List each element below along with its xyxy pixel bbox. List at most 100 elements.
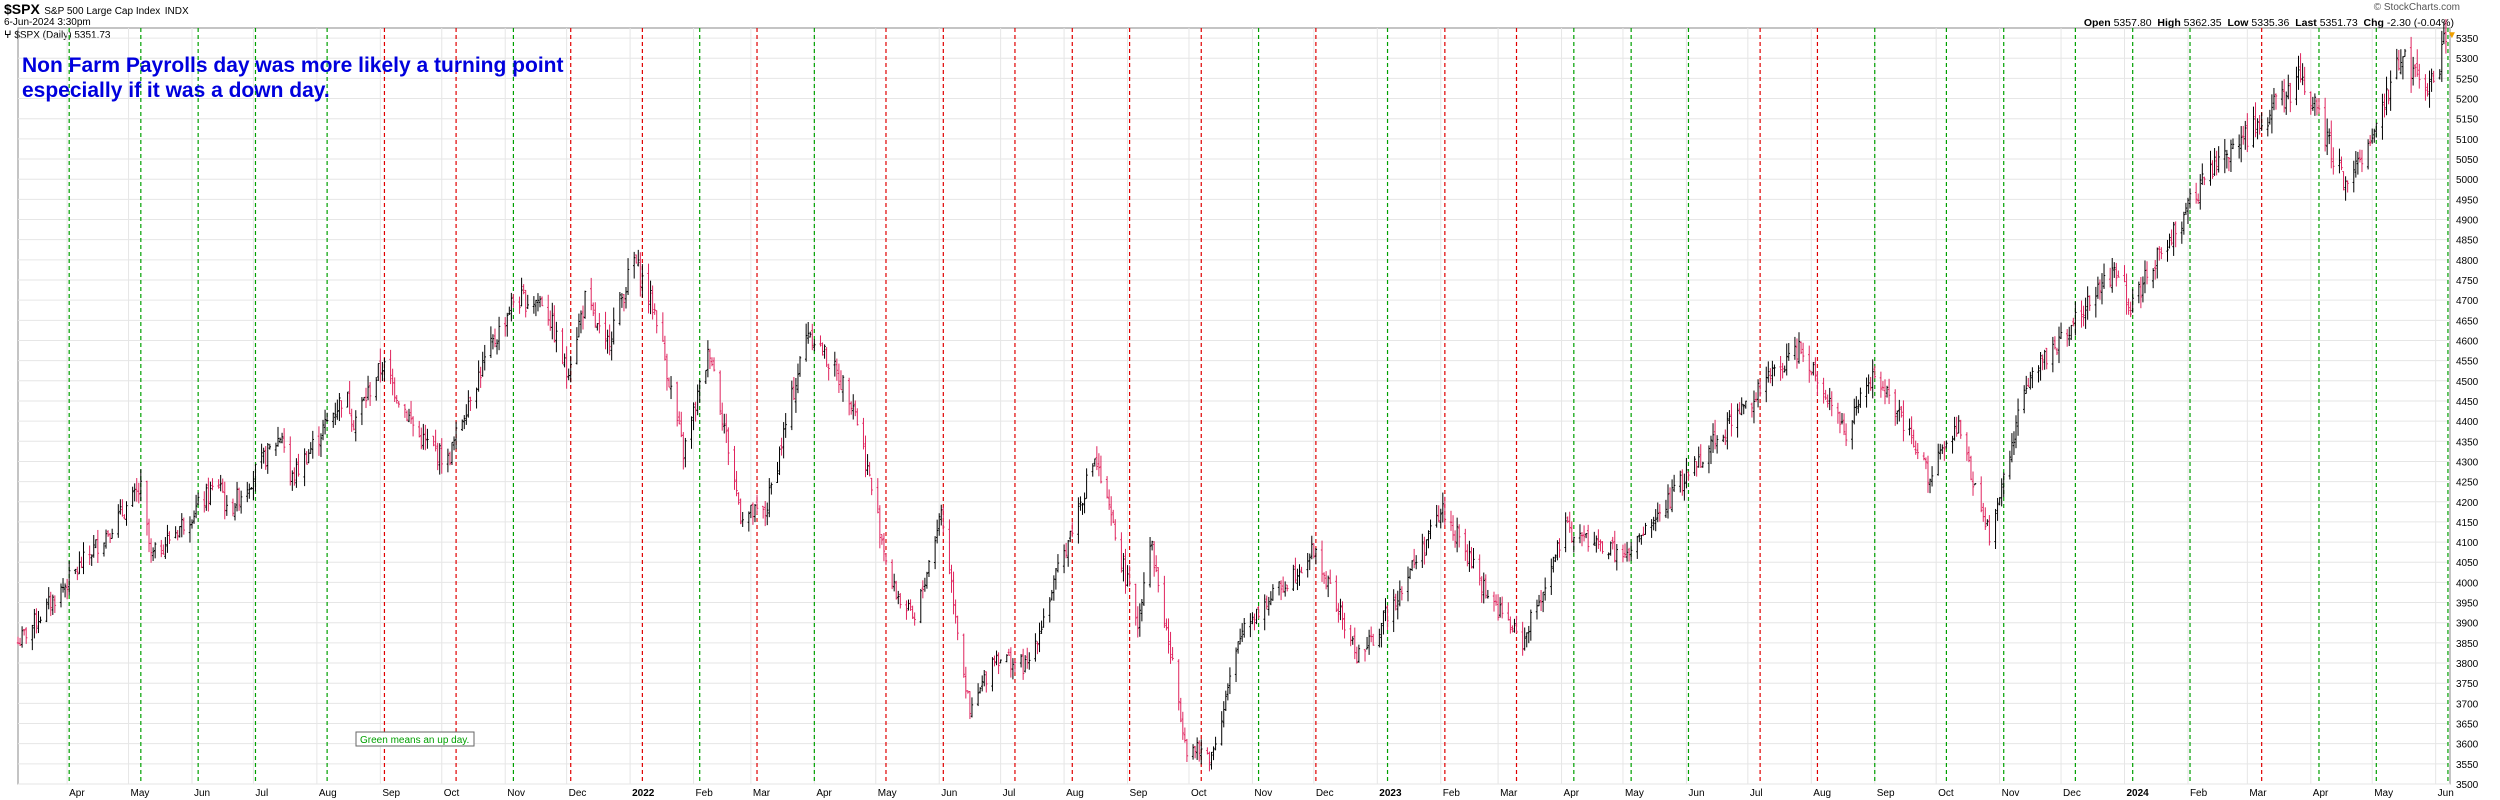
ohlc-bar [2344,176,2347,201]
ohlc-bar [1937,443,1940,476]
ohlc-bar [1169,631,1172,664]
ohlc-bar [2158,246,2161,261]
ohlc-bar [121,499,124,517]
ohlc-bar [1611,536,1614,550]
ohlc-bar [837,363,841,393]
ohlc-bar [276,426,280,447]
ohlc-bar [2186,197,2190,225]
ohlc-bar [1007,648,1011,656]
ohlc-bar [1785,343,1788,376]
ohlc-bar [651,285,654,320]
ohlc-bar [1511,625,1514,633]
x-tick-label: Nov [1254,788,1272,799]
y-tick-label: 5000 [2456,175,2479,186]
ohlc-bar [489,326,493,358]
ohlc-bar [1155,555,1158,573]
ohlc-bar [1564,512,1567,553]
ohlc-bar [878,505,882,549]
ohlc-bar [1114,519,1117,541]
ohlc-bar [1515,615,1518,633]
ohlc-bar [620,293,624,308]
ohlc-bar [1482,572,1485,604]
ohlc-bar [1752,390,1756,424]
symbol-name: S&P 500 Large Cap Index [44,6,161,17]
ohlc-bar [790,380,794,431]
ohlc-bar [1871,359,1874,399]
ohlc-bar [1638,533,1641,543]
ohlc-bar [104,529,108,549]
ohlc-bar [2039,351,2042,381]
ohlc-bar [434,429,437,452]
ohlc-bar [1453,530,1457,548]
ohlc-bar [1685,457,1688,489]
ohlc-bar [2354,151,2358,178]
low-value: 5335.36 [2251,17,2290,29]
ohlc-bar [1701,461,1704,468]
ohlc-bar [102,542,106,557]
ohlc-bar [1300,566,1303,574]
ohlc-bar [317,426,321,456]
ohlc-bar [927,559,931,578]
ohlc-bar [606,329,609,354]
ohlc-bar [506,312,509,337]
y-tick-label: 4900 [2456,216,2479,227]
ohlc-bar [540,296,544,307]
ohlc-bar [389,349,392,385]
ohlc-bar [250,487,253,490]
ohlc-bar [1808,345,1811,383]
ohlc-bar [827,363,830,381]
ohlc-bar [2022,385,2026,414]
ohlc-bar [2285,91,2288,115]
ohlc-bar [1408,568,1412,580]
ohlc-bar [1625,541,1629,562]
ohlc-bar [1855,396,1858,416]
ohlc-bar [1986,519,1989,527]
ohlc-bar [1281,576,1285,593]
ohlc-bar [1296,568,1299,591]
ohlc-bar [1853,398,1856,425]
ohlc-bar [2223,138,2227,174]
ohlc-bar [350,408,353,432]
ohlc-bar [2332,147,2335,175]
ohlc-bar [1965,432,1969,461]
ohlc-bar [512,293,515,308]
ohlc-bar [596,323,599,331]
ohlc-bar [1951,435,1954,454]
ohlc-bar [1697,446,1700,468]
ohlc-bar [2145,261,2149,285]
ohlc-bar [1783,365,1786,373]
ohlc-bar [1957,415,1960,434]
ohlc-bar [735,470,738,497]
ohlc-bar [727,427,730,466]
y-tick-label: 5100 [2456,135,2479,146]
ohlc-bar [395,395,398,404]
ohlc-bar [420,427,423,450]
ohlc-bar [354,410,357,442]
ohlc-bar [280,432,284,444]
ohlc-bar [438,443,441,475]
ohlc-bar [145,480,149,536]
ohlc-bar [966,690,970,694]
ohlc-bar [2330,120,2333,169]
ohlc-bar [461,419,464,431]
ohlc-bar [123,514,126,520]
ohlc-bar [925,571,929,589]
ohlc-bar [2442,21,2446,45]
ohlc-bar [1085,468,1088,499]
ohlc-bar [166,524,169,553]
ohlc-bar [182,517,186,535]
ohlc-bar [2395,48,2398,80]
ohlc-bar [119,499,122,515]
note-text: Green means an up day. [360,735,469,746]
y-tick-label: 4650 [2456,316,2479,327]
ohlc-bar [2170,229,2173,246]
ohlc-bar [1292,564,1295,592]
ohlc-bar [1924,457,1928,470]
ohlc-bar [1195,737,1199,760]
x-tick-label: Nov [2002,788,2020,799]
ohlc-bar [352,420,355,431]
ohlc-bar [780,437,783,456]
ohlc-bar [1537,594,1541,607]
ohlc-bar [424,424,427,451]
ohlc-bar [2338,148,2341,174]
